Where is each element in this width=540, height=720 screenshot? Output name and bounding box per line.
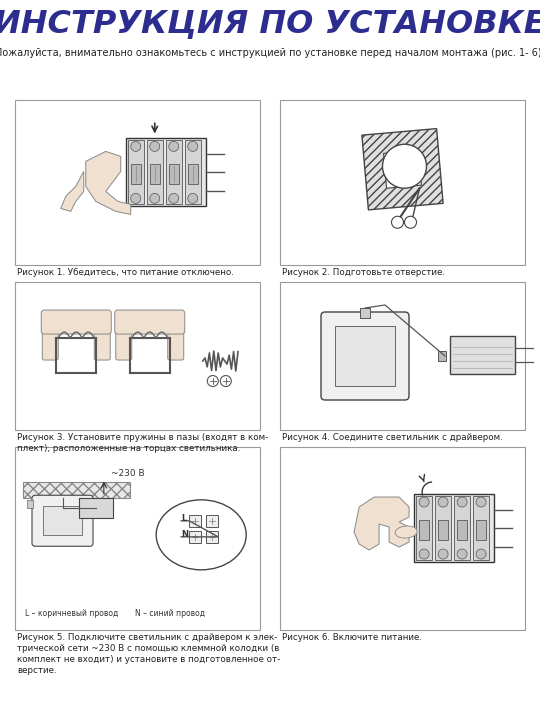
Bar [476, 520, 486, 540]
Circle shape [382, 144, 427, 188]
Ellipse shape [395, 526, 417, 538]
FancyBboxPatch shape [168, 326, 184, 360]
Circle shape [392, 216, 403, 228]
Bar [15, 282, 260, 430]
Circle shape [207, 376, 218, 387]
Text: ~230 В: ~230 В [111, 469, 145, 478]
Bar [335, 326, 395, 386]
Bar [414, 494, 494, 562]
Text: Рисунок 1. Убедитесь, что питание отключено.: Рисунок 1. Убедитесь, что питание отключ… [17, 268, 234, 277]
Text: Рисунок 4. Соедините светильник с драйвером.: Рисунок 4. Соедините светильник с драйве… [282, 433, 503, 442]
Bar [206, 515, 218, 527]
Text: Рисунок 2. Подготовьте отверстие.: Рисунок 2. Подготовьте отверстие. [282, 268, 445, 277]
Polygon shape [362, 129, 443, 210]
Bar [150, 164, 160, 184]
Bar [454, 496, 470, 560]
Bar [128, 140, 144, 204]
Bar [438, 351, 446, 361]
Text: N – синий провод: N – синий провод [135, 609, 205, 618]
Bar [27, 500, 33, 508]
Circle shape [457, 549, 467, 559]
FancyBboxPatch shape [42, 326, 58, 360]
Bar [450, 336, 515, 374]
Circle shape [476, 497, 486, 507]
Polygon shape [86, 151, 131, 215]
Bar [15, 100, 260, 265]
Bar [280, 282, 525, 430]
Circle shape [438, 549, 448, 559]
Bar [126, 138, 206, 207]
Bar [185, 140, 201, 204]
Circle shape [188, 141, 198, 151]
Bar [280, 100, 525, 265]
Circle shape [419, 549, 429, 559]
FancyBboxPatch shape [114, 310, 185, 334]
Circle shape [220, 376, 231, 387]
Bar [360, 308, 370, 318]
Text: Рисунок 5. Подключите светильник с драйвером к элек-
трической сети ~230 В с пом: Рисунок 5. Подключите светильник с драйв… [17, 633, 280, 675]
Polygon shape [60, 171, 84, 212]
FancyBboxPatch shape [116, 326, 132, 360]
Circle shape [457, 497, 467, 507]
Circle shape [419, 497, 429, 507]
Bar [147, 140, 163, 204]
Bar [416, 496, 432, 560]
Text: L: L [181, 514, 186, 523]
Bar [15, 447, 260, 630]
Circle shape [168, 194, 179, 204]
Text: N: N [181, 530, 188, 539]
Bar [206, 531, 218, 543]
Polygon shape [383, 150, 421, 188]
Bar [23, 482, 130, 498]
Circle shape [188, 194, 198, 204]
Bar [419, 520, 429, 540]
Text: Рисунок 3. Установите пружины в пазы (входят в ком-
плект), расположенные на тор: Рисунок 3. Установите пружины в пазы (вх… [17, 433, 268, 453]
Circle shape [168, 141, 179, 151]
FancyBboxPatch shape [79, 498, 113, 518]
Circle shape [131, 141, 141, 151]
Text: Пожалуйста, внимательно ознакомьтесь с инструкцией по установке перед началом мо: Пожалуйста, внимательно ознакомьтесь с и… [0, 48, 540, 58]
Text: Рисунок 6. Включите питание.: Рисунок 6. Включите питание. [282, 633, 422, 642]
Bar [43, 506, 82, 535]
Polygon shape [354, 497, 409, 550]
Bar [131, 164, 141, 184]
Text: ИНСТРУКЦИЯ ПО УСТАНОВКЕ: ИНСТРУКЦИЯ ПО УСТАНОВКЕ [0, 9, 540, 40]
FancyBboxPatch shape [321, 312, 409, 400]
Bar [189, 531, 201, 543]
Bar [473, 496, 489, 560]
Circle shape [438, 497, 448, 507]
FancyBboxPatch shape [41, 310, 111, 334]
Circle shape [131, 194, 141, 204]
Bar [435, 496, 451, 560]
Bar [92, 500, 98, 508]
Circle shape [404, 216, 416, 228]
Bar [438, 520, 448, 540]
Bar [188, 164, 198, 184]
FancyBboxPatch shape [94, 326, 110, 360]
Bar [166, 140, 182, 204]
Text: L – коричневый провод: L – коричневый провод [25, 609, 118, 618]
Bar [189, 515, 201, 527]
FancyBboxPatch shape [32, 495, 93, 546]
Circle shape [150, 194, 160, 204]
Bar [280, 447, 525, 630]
Bar [168, 164, 179, 184]
Circle shape [476, 549, 486, 559]
Circle shape [150, 141, 160, 151]
Ellipse shape [156, 500, 246, 570]
Bar [457, 520, 467, 540]
